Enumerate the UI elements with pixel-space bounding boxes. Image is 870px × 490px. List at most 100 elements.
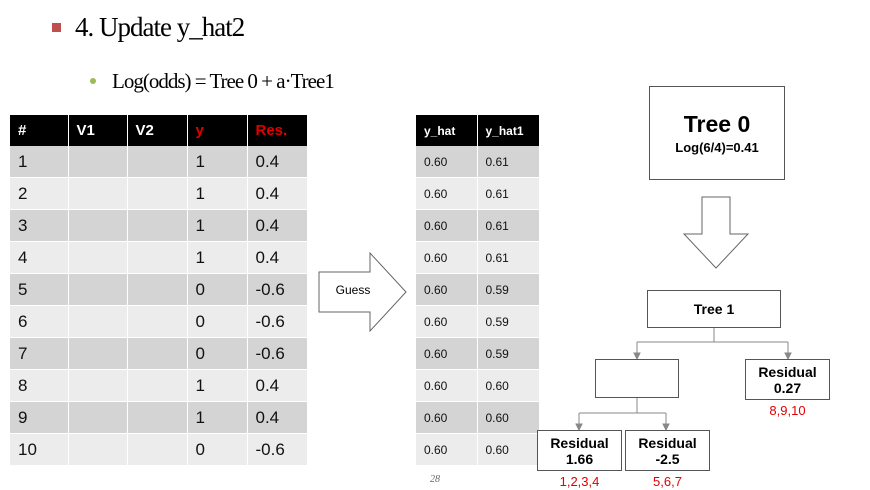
table-row: 8 1 0.4 <box>10 369 308 402</box>
leaf-right-box: Residual 0.27 <box>745 359 830 400</box>
leaf-left1-rows: 1,2,3,4 <box>559 474 600 489</box>
cell-index: 3 <box>10 209 69 242</box>
cell-yhat1: 0.60 <box>477 369 540 402</box>
tree0-box: Tree 0 Log(6/4)=0.41 <box>649 86 785 180</box>
leaf-left2-box: Residual -2.5 <box>625 430 710 471</box>
cell-y: 1 <box>187 401 248 434</box>
cell-index: 9 <box>10 401 69 434</box>
tree0-title: Tree 0 <box>683 111 751 137</box>
cell-y: 0 <box>187 337 248 370</box>
table-row: 9 1 0.4 <box>10 401 308 434</box>
cell-v1 <box>68 209 128 242</box>
cell-yhat: 0.60 <box>416 209 478 242</box>
table-row: 0.60 0.61 <box>416 209 540 242</box>
cell-yhat1: 0.59 <box>477 273 540 306</box>
tree1-internal-node <box>595 359 679 398</box>
cell-v1 <box>68 177 128 210</box>
down-arrow-icon <box>682 196 750 269</box>
cell-index: 8 <box>10 369 69 402</box>
cell-yhat1: 0.61 <box>477 209 540 242</box>
table-row: 0.60 0.60 <box>416 433 540 466</box>
cell-yhat1: 0.61 <box>477 146 540 178</box>
leaf-left2-value: -2.5 <box>655 450 680 467</box>
table-row: 0.60 0.60 <box>416 401 540 434</box>
col-header-v2: V2 <box>127 115 188 146</box>
cell-y: 1 <box>187 177 248 210</box>
table-row: 0.60 0.60 <box>416 369 540 402</box>
slide-title: 4. Update y_hat2 <box>52 12 245 42</box>
cell-yhat: 0.60 <box>416 433 478 466</box>
cell-residual: -0.6 <box>247 273 308 306</box>
cell-y: 1 <box>187 369 248 402</box>
table-row: 0.60 0.61 <box>416 146 540 178</box>
cell-v2 <box>127 209 188 242</box>
cell-v1 <box>68 401 128 434</box>
cell-v2 <box>127 337 188 370</box>
table-row: 0.60 0.59 <box>416 305 540 338</box>
col-header-y: y <box>187 115 248 146</box>
cell-v1 <box>68 305 128 338</box>
col-header-index: # <box>10 115 69 146</box>
data-table: # V1 V2 y Res. 1 1 0.4 2 1 0.4 3 1 0.4 4 1 0.4 5 0 -0.… <box>10 115 308 466</box>
table-row: 1 1 0.4 <box>10 146 308 178</box>
cell-yhat: 0.60 <box>416 401 478 434</box>
cell-y: 1 <box>187 209 248 242</box>
col-header-residual: Res. <box>247 115 308 146</box>
table-row: 3 1 0.4 <box>10 209 308 242</box>
cell-yhat1: 0.60 <box>477 433 540 466</box>
tree1-box: Tree 1 <box>647 290 781 328</box>
table-row: 0.60 0.59 <box>416 337 540 370</box>
cell-residual: 0.4 <box>247 209 308 242</box>
table-row: 6 0 -0.6 <box>10 305 308 338</box>
cell-yhat: 0.60 <box>416 305 478 338</box>
cell-y: 0 <box>187 305 248 338</box>
cell-v1 <box>68 337 128 370</box>
leaf-left1-box: Residual 1.66 <box>537 430 622 471</box>
leaf-left1-value: 1.66 <box>565 450 594 467</box>
cell-v1 <box>68 369 128 402</box>
table-row: 0.60 0.61 <box>416 241 540 274</box>
cell-v1 <box>68 241 128 274</box>
leaf-right-rows: 8,9,10 <box>769 403 806 418</box>
cell-residual: 0.4 <box>247 241 308 274</box>
table-row: 7 0 -0.6 <box>10 337 308 370</box>
tree1-title: Tree 1 <box>693 301 735 317</box>
guess-arrow-icon <box>318 252 407 332</box>
col-header-v1: V1 <box>68 115 128 146</box>
table-row: 0.60 0.61 <box>416 177 540 210</box>
square-bullet-icon <box>52 22 61 32</box>
cell-v1 <box>68 273 128 306</box>
leaf-left2-label: Residual <box>638 434 697 451</box>
cell-yhat1: 0.61 <box>477 241 540 274</box>
cell-v1 <box>68 146 128 178</box>
dot-bullet-icon <box>90 78 96 84</box>
cell-yhat: 0.60 <box>416 241 478 274</box>
cell-index: 10 <box>10 433 69 466</box>
cell-yhat: 0.60 <box>416 273 478 306</box>
cell-yhat1: 0.59 <box>477 305 540 338</box>
cell-v2 <box>127 273 188 306</box>
cell-index: 2 <box>10 177 69 210</box>
cell-yhat1: 0.59 <box>477 337 540 370</box>
cell-v2 <box>127 401 188 434</box>
cell-index: 1 <box>10 146 69 178</box>
leaf-right-value: 0.27 <box>773 379 802 396</box>
cell-y: 1 <box>187 241 248 274</box>
table-header-row: y_hat y_hat1 <box>416 115 540 146</box>
cell-residual: -0.6 <box>247 305 308 338</box>
table-row: 4 1 0.4 <box>10 241 308 274</box>
cell-index: 4 <box>10 241 69 274</box>
table-row: 5 0 -0.6 <box>10 273 308 306</box>
table-row: 10 0 -0.6 <box>10 433 308 466</box>
col-header-yhat1: y_hat1 <box>477 115 540 146</box>
cell-yhat: 0.60 <box>416 369 478 402</box>
guess-label: Guess <box>335 283 371 297</box>
cell-v2 <box>127 177 188 210</box>
table-row: 0.60 0.59 <box>416 273 540 306</box>
cell-v2 <box>127 241 188 274</box>
cell-residual: 0.4 <box>247 177 308 210</box>
cell-v2 <box>127 305 188 338</box>
cell-yhat1: 0.60 <box>477 401 540 434</box>
cell-y: 1 <box>187 146 248 178</box>
